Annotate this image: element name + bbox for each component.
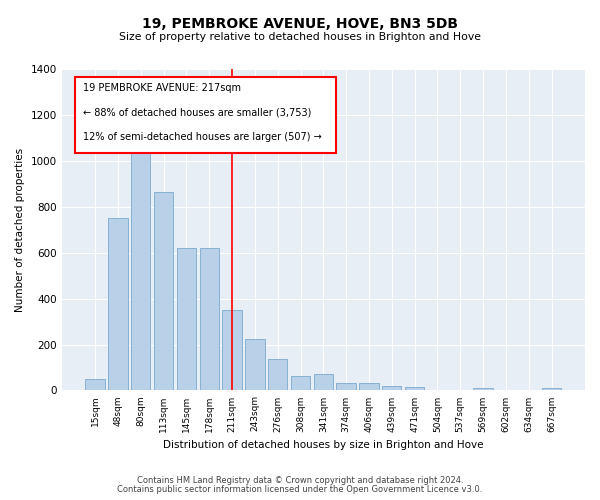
Bar — [85, 379, 105, 390]
Text: Contains public sector information licensed under the Open Government Licence v3: Contains public sector information licen… — [118, 485, 482, 494]
Bar — [177, 248, 196, 390]
Text: 19 PEMBROKE AVENUE: 217sqm: 19 PEMBROKE AVENUE: 217sqm — [83, 84, 241, 94]
Text: Size of property relative to detached houses in Brighton and Hove: Size of property relative to detached ho… — [119, 32, 481, 42]
Bar — [542, 388, 561, 390]
Text: 12% of semi-detached houses are larger (507) →: 12% of semi-detached houses are larger (… — [83, 132, 322, 141]
Bar — [473, 388, 493, 390]
FancyBboxPatch shape — [75, 77, 337, 152]
Bar — [405, 387, 424, 390]
Text: 19, PEMBROKE AVENUE, HOVE, BN3 5DB: 19, PEMBROKE AVENUE, HOVE, BN3 5DB — [142, 18, 458, 32]
Bar — [245, 339, 265, 390]
Bar — [268, 360, 287, 390]
Bar — [108, 218, 128, 390]
Bar — [223, 310, 242, 390]
Bar — [359, 383, 379, 390]
Bar — [382, 386, 401, 390]
X-axis label: Distribution of detached houses by size in Brighton and Hove: Distribution of detached houses by size … — [163, 440, 484, 450]
Bar — [291, 376, 310, 390]
Text: ← 88% of detached houses are smaller (3,753): ← 88% of detached houses are smaller (3,… — [83, 108, 311, 118]
Y-axis label: Number of detached properties: Number of detached properties — [15, 148, 25, 312]
Bar — [314, 374, 333, 390]
Bar — [337, 383, 356, 390]
Bar — [200, 248, 219, 390]
Text: Contains HM Land Registry data © Crown copyright and database right 2024.: Contains HM Land Registry data © Crown c… — [137, 476, 463, 485]
Bar — [154, 192, 173, 390]
Bar — [131, 138, 151, 390]
